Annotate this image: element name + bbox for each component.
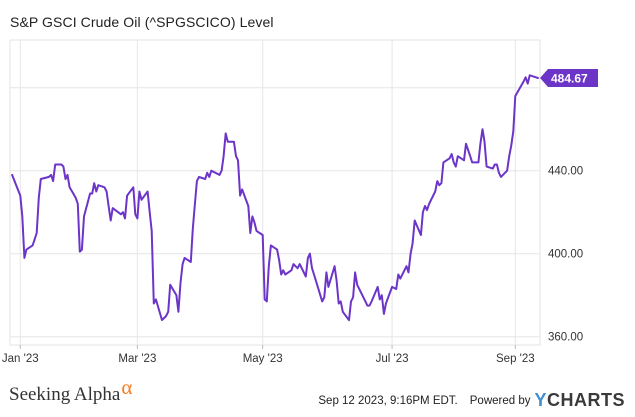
series-line-crude-oil: [11, 74, 539, 322]
powered-by-label: Powered by: [469, 394, 531, 407]
x-tick-label: May '23: [243, 353, 283, 365]
chart-title: S&P GSCI Crude Oil (^SPGSCICO) Level: [10, 14, 274, 30]
plot-frame: [9, 39, 541, 346]
y-tick-label: 400.00: [548, 249, 583, 261]
last-value-label: 484.67: [551, 72, 588, 86]
x-axis-ticks: Jan '23 Mar '23 May '23 Jul '23 Sep '23: [2, 345, 535, 365]
x-tick-label: Mar '23: [118, 353, 156, 365]
x-tick-label: Jul '23: [376, 353, 409, 365]
timestamp: Sep 12 2023, 9:16PM EDT.: [318, 394, 458, 407]
y-tick-label: 440.00: [548, 166, 583, 178]
grid-lines: [9, 39, 541, 346]
y-tick-label: 360.00: [548, 332, 583, 344]
last-value-badge: 484.67: [540, 69, 598, 88]
x-tick-label: Jan '23: [2, 353, 39, 365]
seeking-alpha-logo: Seeking Alpha α: [9, 375, 133, 405]
x-tick-label: Sep '23: [496, 353, 535, 365]
ycharts-logo: Y CHARTS: [534, 390, 625, 410]
y-axis-ticks: 360.00 400.00 440.00: [548, 166, 583, 344]
footer-attribution: Sep 12 2023, 9:16PM EDT. Powered by Y CHA…: [318, 390, 625, 411]
